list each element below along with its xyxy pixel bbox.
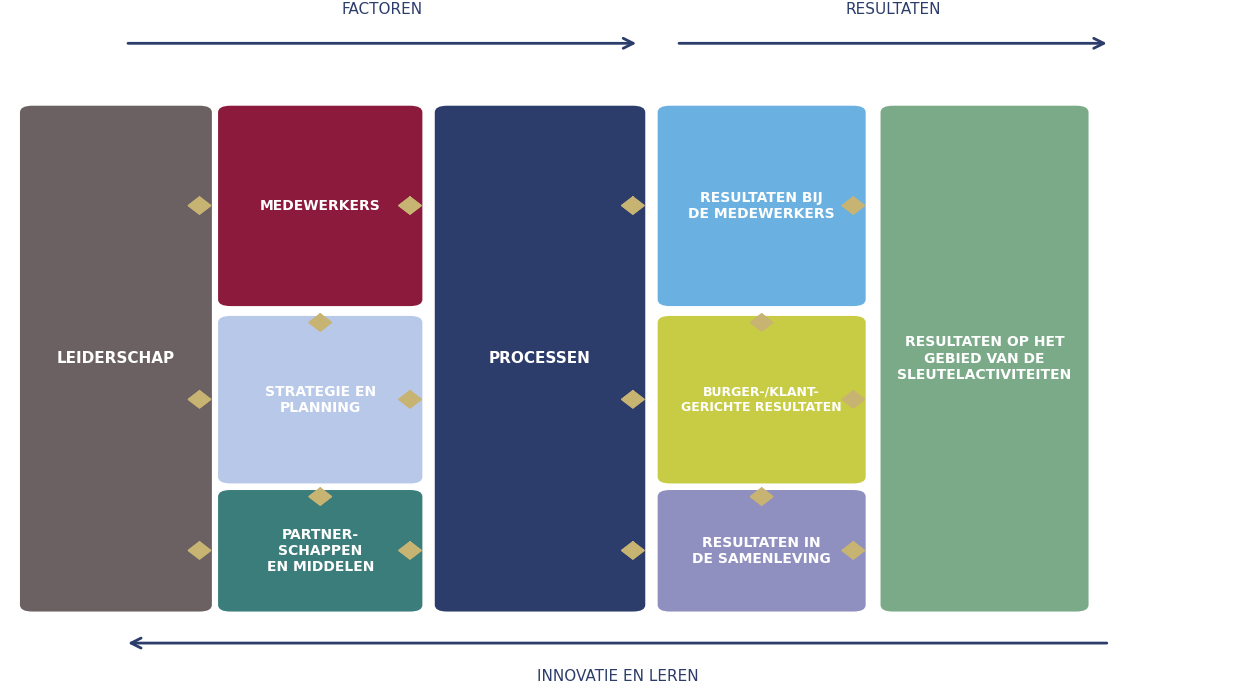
Polygon shape [843,391,865,408]
Text: STRATEGIE EN
PLANNING: STRATEGIE EN PLANNING [264,385,376,415]
Polygon shape [622,542,644,559]
FancyBboxPatch shape [218,106,422,306]
Polygon shape [398,391,421,408]
Text: RESULTATEN BIJ
DE MEDEWERKERS: RESULTATEN BIJ DE MEDEWERKERS [689,191,835,221]
Polygon shape [843,542,865,559]
Text: RESULTATEN IN
DE SAMENLEVING: RESULTATEN IN DE SAMENLEVING [692,536,831,566]
FancyBboxPatch shape [658,316,866,484]
Text: RESULTATEN OP HET
GEBIED VAN DE
SLEUTELACTIVITEITEN: RESULTATEN OP HET GEBIED VAN DE SLEUTELA… [897,335,1072,382]
Polygon shape [189,542,211,559]
FancyBboxPatch shape [218,490,422,611]
FancyBboxPatch shape [881,106,1088,611]
Polygon shape [189,197,211,214]
Polygon shape [751,314,773,331]
FancyBboxPatch shape [434,106,645,611]
Text: RESULTATEN: RESULTATEN [845,2,941,17]
Polygon shape [309,314,331,331]
Polygon shape [189,391,211,408]
Polygon shape [622,197,644,214]
Polygon shape [398,197,421,214]
Polygon shape [622,391,644,408]
Text: BURGER-/KLANT-
GERICHTE RESULTATEN: BURGER-/KLANT- GERICHTE RESULTATEN [681,386,841,414]
Text: MEDEWERKERS: MEDEWERKERS [259,199,381,213]
FancyBboxPatch shape [20,106,212,611]
FancyBboxPatch shape [658,490,866,611]
Text: PROCESSEN: PROCESSEN [489,351,591,366]
Polygon shape [843,197,865,214]
Polygon shape [309,488,331,505]
FancyBboxPatch shape [218,316,422,484]
Text: FACTOREN: FACTOREN [341,2,423,17]
Polygon shape [751,488,773,505]
Polygon shape [398,542,421,559]
Text: INNOVATIE EN LEREN: INNOVATIE EN LEREN [536,670,699,685]
FancyBboxPatch shape [658,106,866,306]
Text: LEIDERSCHAP: LEIDERSCHAP [57,351,175,366]
Text: PARTNER-
SCHAPPEN
EN MIDDELEN: PARTNER- SCHAPPEN EN MIDDELEN [267,528,374,574]
